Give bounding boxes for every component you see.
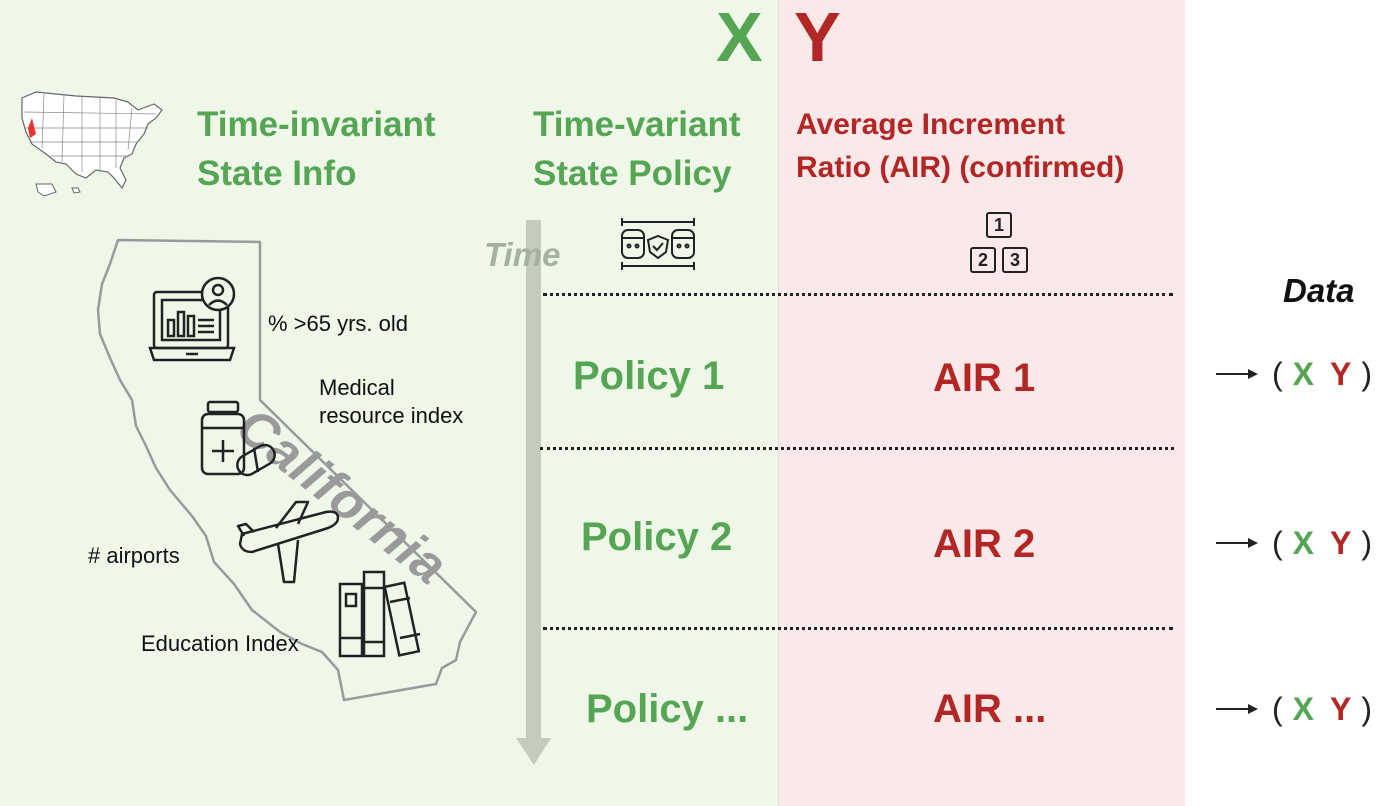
air-1: AIR 1 — [933, 356, 1036, 400]
state-policy-header: Time-variant State Policy — [533, 105, 741, 193]
close-paren: ) — [1361, 355, 1372, 392]
data-x: X — [1292, 355, 1314, 392]
data-row-3: ( X Y ) — [1216, 687, 1372, 731]
close-paren: ) — [1361, 524, 1372, 561]
data-y: Y — [1330, 524, 1352, 561]
data-x: X — [1292, 690, 1314, 727]
data-title: Data — [1283, 272, 1355, 309]
medicine-icon — [200, 400, 276, 477]
data-x: X — [1292, 524, 1314, 561]
medical-feature-label: Medical resource index — [319, 375, 464, 428]
air-header: Average Increment Ratio (AIR) (confirmed… — [796, 108, 1125, 184]
state-info-header: Time-invariant State Info — [197, 105, 436, 193]
right-arrow-icon — [1216, 369, 1258, 379]
policy-1: Policy 1 — [573, 354, 725, 398]
x-letter: X — [716, 0, 763, 76]
panel-divider — [778, 0, 779, 806]
air-2: AIR 2 — [933, 522, 1036, 566]
data-row-2: ( X Y ) — [1216, 521, 1372, 565]
data-row-1: ( X Y ) — [1216, 352, 1372, 396]
open-paren: ( — [1272, 524, 1283, 561]
books-icon — [338, 570, 421, 658]
data-y: Y — [1330, 355, 1352, 392]
data-y: Y — [1330, 690, 1352, 727]
row-separator — [540, 447, 1174, 450]
time-arrow — [516, 220, 551, 765]
time-label: Time — [484, 236, 561, 273]
open-paren: ( — [1272, 355, 1283, 392]
age-feature-label: % >65 yrs. old — [268, 311, 409, 336]
y-letter: Y — [794, 0, 841, 76]
policy-2: Policy 2 — [581, 515, 733, 559]
rank-box-2: 2 — [970, 247, 996, 273]
rank-box-3: 3 — [1002, 247, 1028, 273]
right-arrow-icon — [1216, 538, 1258, 548]
california-outline — [96, 238, 478, 702]
close-paren: ) — [1361, 690, 1372, 727]
y-panel — [779, 0, 1185, 806]
row-separator — [543, 293, 1173, 296]
airplane-icon — [236, 500, 340, 584]
laptop-chart-icon — [148, 276, 236, 362]
rank-box-1: 1 — [986, 212, 1012, 238]
policy-icon — [621, 218, 695, 270]
open-paren: ( — [1272, 690, 1283, 727]
airports-feature-label: # airports — [88, 543, 180, 568]
right-arrow-icon — [1216, 704, 1258, 714]
us-map-icon — [21, 91, 163, 197]
row-separator — [543, 627, 1173, 630]
air-n: AIR ... — [933, 687, 1047, 731]
policy-n: Policy ... — [586, 687, 749, 731]
education-feature-label: Education Index — [141, 631, 299, 656]
